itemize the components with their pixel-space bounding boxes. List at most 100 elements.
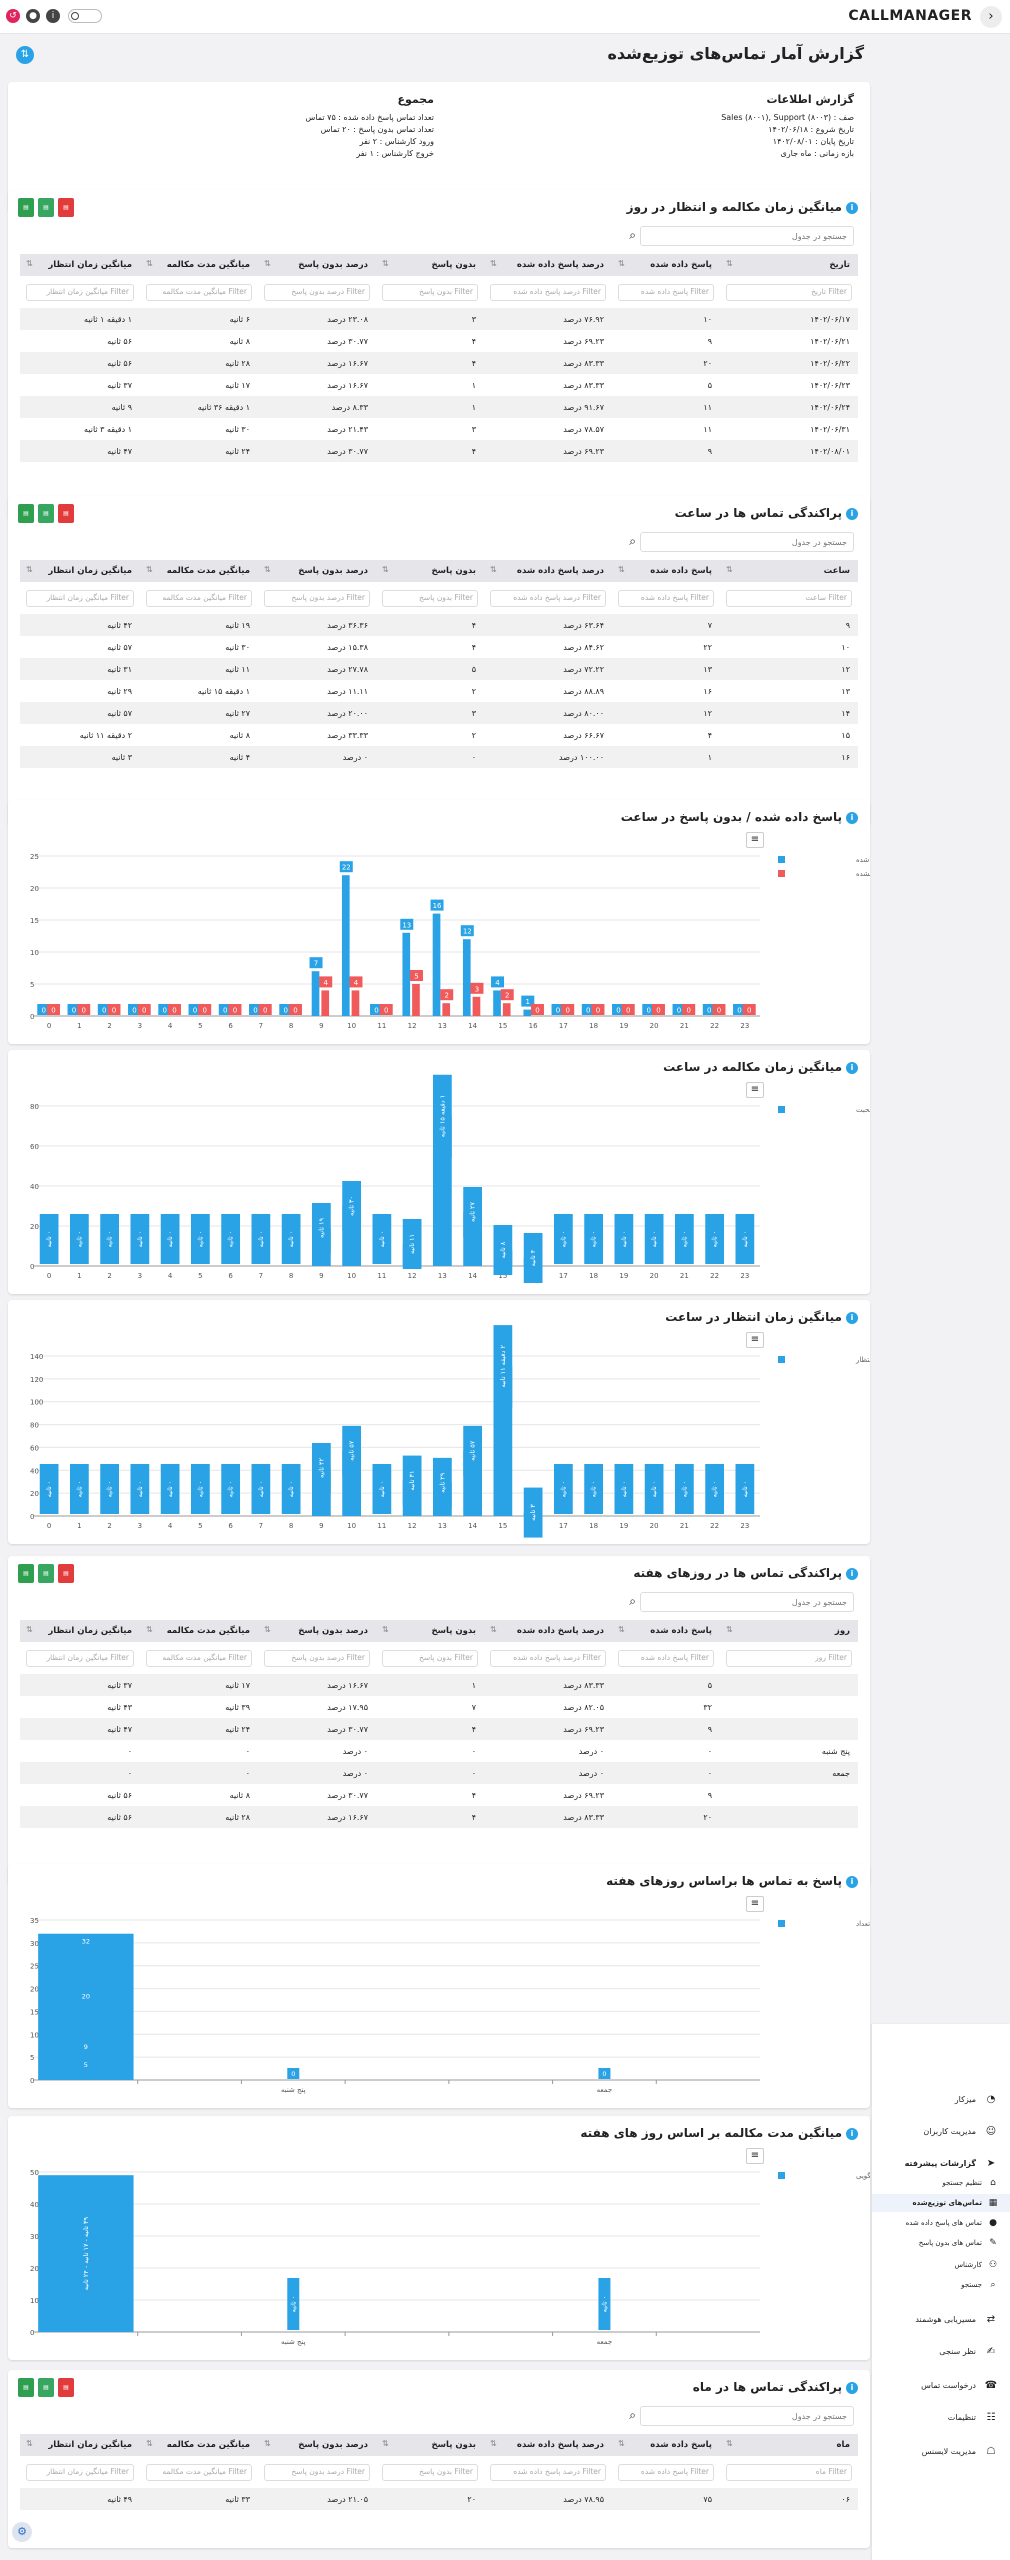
column-header[interactable]: درصد بدون پاسخ bbox=[258, 560, 376, 582]
csv-export-icon[interactable]: ▤ bbox=[38, 1564, 54, 1583]
column-header[interactable]: میانگین مدت مکالمه bbox=[140, 2434, 258, 2456]
bar[interactable] bbox=[502, 1003, 511, 1016]
legend-label[interactable]: تعداد bbox=[856, 1920, 870, 1928]
chart-menu-icon[interactable]: ≡ bbox=[746, 1332, 764, 1348]
excel-export-icon[interactable]: ▤ bbox=[18, 1564, 34, 1583]
column-filter-input[interactable]: Filter بدون پاسخ bbox=[382, 1649, 478, 1667]
sidebar-item[interactable]: ☖ مدیریت لایسنس bbox=[872, 2442, 1010, 2462]
bar[interactable] bbox=[321, 990, 330, 1016]
csv-export-icon[interactable]: ▤ bbox=[38, 198, 54, 217]
info-icon[interactable]: i bbox=[846, 1567, 858, 1580]
column-header[interactable]: درصد بدون پاسخ bbox=[258, 1620, 376, 1642]
chart-menu-icon[interactable]: ≡ bbox=[746, 1082, 764, 1098]
bar[interactable] bbox=[493, 990, 501, 1016]
table-search-input[interactable] bbox=[640, 532, 854, 552]
column-filter-input[interactable]: Filter پاسخ داده شده bbox=[618, 589, 714, 607]
bar[interactable] bbox=[341, 875, 350, 1016]
search-icon[interactable]: ⌕ bbox=[629, 228, 636, 242]
column-filter-input[interactable]: Filter درصد بدون پاسخ bbox=[264, 2463, 370, 2481]
legend-label[interactable]: پاسخ داده شده bbox=[856, 856, 870, 864]
column-header[interactable]: بدون پاسخ bbox=[376, 2434, 484, 2456]
column-header[interactable]: درصد پاسخ داده شده bbox=[484, 2434, 612, 2456]
column-filter-input[interactable]: Filter پاسخ داده شده bbox=[618, 283, 714, 301]
chart-menu-icon[interactable]: ≡ bbox=[746, 832, 764, 848]
info-icon[interactable]: i bbox=[46, 9, 60, 23]
sidebar-item[interactable]: ⚇ کارشناس bbox=[872, 2256, 1010, 2274]
theme-toggle[interactable] bbox=[68, 9, 102, 23]
column-filter-input[interactable]: Filter میانگین مدت مکالمه bbox=[146, 2463, 252, 2481]
column-filter-input[interactable]: Filter میانگین زمان انتظار bbox=[26, 589, 134, 607]
column-header[interactable]: میانگین زمان انتظار bbox=[20, 1620, 140, 1642]
legend-label[interactable]: متوسط زمان انتظار bbox=[855, 1356, 870, 1364]
table-search-input[interactable] bbox=[640, 2406, 854, 2426]
column-filter-input[interactable]: Filter درصد پاسخ داده شده bbox=[490, 589, 606, 607]
sidebar-item[interactable]: ✍ نظر سنجی bbox=[872, 2342, 1010, 2362]
column-filter-input[interactable]: Filter میانگین مدت مکالمه bbox=[146, 1649, 252, 1667]
column-header[interactable]: میانگین مدت مکالمه bbox=[140, 1620, 258, 1642]
column-header[interactable]: پاسخ داده شده bbox=[612, 560, 720, 582]
column-header[interactable]: ماه bbox=[720, 2434, 858, 2456]
info-icon[interactable]: i bbox=[846, 507, 858, 520]
column-filter-input[interactable]: Filter روز bbox=[726, 1649, 852, 1667]
column-filter-input[interactable]: Filter بدون پاسخ bbox=[382, 283, 478, 301]
chart-menu-icon[interactable]: ≡ bbox=[746, 2148, 764, 2164]
column-header[interactable]: روز bbox=[720, 1620, 858, 1642]
column-header[interactable]: درصد پاسخ داده شده bbox=[484, 1620, 612, 1642]
legend-label[interactable]: متوسط زمان صحبت bbox=[856, 1106, 870, 1114]
sidebar-item[interactable]: ◔ میزکار bbox=[872, 2090, 1010, 2110]
sidebar-item[interactable]: ☺ مدیریت کاربران bbox=[872, 2122, 1010, 2142]
info-icon[interactable]: i bbox=[846, 201, 858, 214]
column-header[interactable]: بدون پاسخ bbox=[376, 560, 484, 582]
column-header[interactable]: ساعت bbox=[720, 560, 858, 582]
info-icon[interactable]: i bbox=[846, 1311, 858, 1324]
column-header[interactable]: پاسخ داده شده bbox=[612, 254, 720, 276]
column-filter-input[interactable]: Filter پاسخ داده شده bbox=[618, 1649, 714, 1667]
bar[interactable] bbox=[38, 2175, 134, 2332]
column-header[interactable]: میانگین زمان انتظار bbox=[20, 254, 140, 276]
bar[interactable] bbox=[462, 939, 471, 1016]
bar[interactable] bbox=[432, 913, 441, 1016]
column-filter-input[interactable]: Filter درصد پاسخ داده شده bbox=[490, 283, 606, 301]
column-filter-input[interactable]: Filter بدون پاسخ bbox=[382, 2463, 478, 2481]
column-filter-input[interactable]: Filter درصد بدون پاسخ bbox=[264, 1649, 370, 1667]
column-filter-input[interactable]: Filter درصد پاسخ داده شده bbox=[490, 2463, 606, 2481]
settings-fab-icon[interactable]: ⚙ bbox=[12, 2522, 32, 2542]
collapse-icon[interactable]: ⇅ bbox=[16, 46, 34, 64]
pdf-export-icon[interactable]: ▤ bbox=[58, 198, 74, 217]
column-header[interactable]: درصد پاسخ داده شده bbox=[484, 254, 612, 276]
excel-export-icon[interactable]: ▤ bbox=[18, 198, 34, 217]
column-filter-input[interactable]: Filter ساعت bbox=[726, 589, 852, 607]
sidebar-item[interactable]: ☎ درخواست تماس bbox=[872, 2376, 1010, 2396]
info-icon[interactable]: i bbox=[846, 1875, 858, 1888]
column-header[interactable]: پاسخ داده شده bbox=[612, 2434, 720, 2456]
column-filter-input[interactable]: Filter میانگین مدت مکالمه bbox=[146, 589, 252, 607]
column-filter-input[interactable]: Filter درصد پاسخ داده شده bbox=[490, 1649, 606, 1667]
logout-icon[interactable]: ↺ bbox=[6, 9, 20, 23]
column-filter-input[interactable]: Filter تاریخ bbox=[726, 283, 852, 301]
column-header[interactable]: بدون پاسخ bbox=[376, 1620, 484, 1642]
bar[interactable] bbox=[311, 971, 320, 1016]
chart-menu-icon[interactable]: ≡ bbox=[746, 1896, 764, 1912]
sidebar-item[interactable]: ➤ گزارشات پیشرفته bbox=[872, 2154, 1010, 2174]
bar[interactable] bbox=[412, 984, 420, 1016]
sidebar-item[interactable]: ☷ تنظیمات bbox=[872, 2408, 1010, 2428]
sidebar-item[interactable]: ✎ تماس های بدون پاسخ bbox=[872, 2234, 1010, 2252]
search-icon[interactable]: ⌕ bbox=[629, 534, 636, 548]
column-header[interactable]: تاریخ bbox=[720, 254, 858, 276]
csv-export-icon[interactable]: ▤ bbox=[38, 504, 54, 523]
bar[interactable] bbox=[523, 1009, 532, 1016]
table-search-input[interactable] bbox=[640, 1592, 854, 1612]
sidebar-item[interactable]: ⌕ جستجو bbox=[872, 2276, 1010, 2294]
bar[interactable] bbox=[351, 990, 360, 1016]
column-header[interactable]: میانگین مدت مکالمه bbox=[140, 560, 258, 582]
legend-label[interactable]: متوسط زمان پاسخگویی bbox=[856, 2171, 870, 2180]
column-filter-input[interactable]: Filter درصد بدون پاسخ bbox=[264, 589, 370, 607]
info-icon[interactable]: i bbox=[846, 2381, 858, 2394]
excel-export-icon[interactable]: ▤ bbox=[18, 504, 34, 523]
column-header[interactable]: بدون پاسخ bbox=[376, 254, 484, 276]
search-icon[interactable]: ⌕ bbox=[629, 1594, 636, 1608]
sidebar-item[interactable]: ⇄ مسیریابی هوشمند bbox=[872, 2310, 1010, 2330]
bar[interactable] bbox=[442, 1003, 451, 1016]
column-header[interactable]: پاسخ داده شده bbox=[612, 1620, 720, 1642]
column-filter-input[interactable]: Filter بدون پاسخ bbox=[382, 589, 478, 607]
